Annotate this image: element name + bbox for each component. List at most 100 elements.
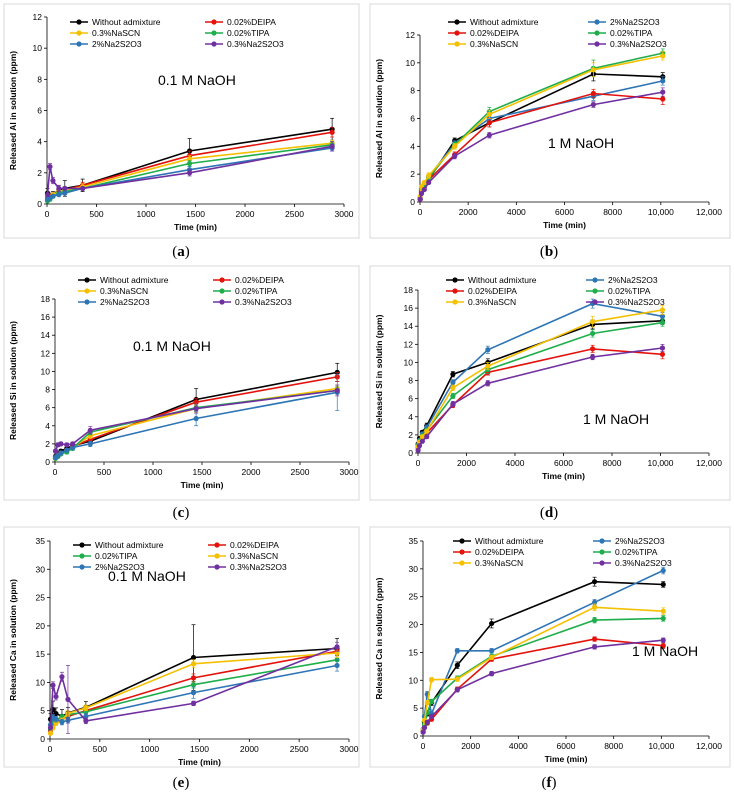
legend-marker	[76, 30, 82, 36]
x-tick-label: 3000	[340, 467, 359, 477]
legend-label: 0.02%DEIPA	[227, 17, 276, 27]
y-tick-label: 4	[37, 137, 42, 147]
y-tick-label: 10	[36, 677, 46, 687]
data-point	[590, 354, 596, 360]
legend-marker	[211, 41, 217, 47]
legend-label: 0.02%DEIPA	[475, 547, 524, 557]
data-point	[59, 719, 65, 725]
legend-label: 0.02%DEIPA	[468, 286, 517, 296]
legend-label: 0.3%Na2S2O3	[615, 558, 672, 568]
y-tick-label: 10	[406, 58, 416, 68]
legend-marker	[592, 299, 598, 305]
data-point	[416, 443, 423, 449]
x-tick-label: 3000	[335, 209, 354, 219]
panel-frame	[369, 3, 731, 239]
legend-marker	[592, 277, 598, 283]
x-axis-title: Time (min)	[181, 480, 224, 490]
legend-label: 0.3%Na2S2O3	[235, 297, 292, 307]
x-tick-label: 10,000	[648, 207, 674, 217]
data-point	[489, 671, 495, 677]
y-tick-label: 0	[45, 457, 50, 467]
legend-marker	[459, 549, 465, 555]
legend-entry: 0.3%NaSCN	[446, 297, 516, 307]
legend-label: 0.02%TIPA	[610, 28, 653, 38]
legend-entry: 0.02%TIPA	[205, 28, 270, 38]
data-point	[660, 53, 666, 59]
legend-entry: 0.02%DEIPA	[448, 28, 519, 38]
y-axis-title: Released Al in solution (ppm)	[8, 51, 18, 170]
data-point	[58, 441, 64, 447]
legend-marker	[79, 564, 85, 570]
x-axis-title: Time (min)	[545, 754, 588, 764]
legend-label: 0.3%NaSCN	[92, 28, 140, 38]
legend-entry: 2%Na2S2O3	[78, 297, 150, 307]
data-point	[426, 172, 432, 179]
y-tick-label: 4	[410, 141, 415, 151]
x-axis-title: Time (min)	[174, 222, 217, 232]
legend-label: 0.02%TIPA	[227, 28, 270, 38]
data-point	[59, 674, 65, 680]
legend-marker	[459, 560, 465, 566]
panel-frame	[369, 265, 731, 501]
y-tick-label: 10	[404, 357, 414, 367]
x-tick-label: 500	[93, 744, 107, 754]
data-point	[65, 696, 71, 703]
data-point	[485, 380, 491, 386]
panel-caption: (c)	[173, 505, 190, 521]
data-point	[190, 682, 197, 688]
legend-entry: 0.02%TIPA	[588, 28, 653, 38]
y-tick-label: 6	[410, 114, 415, 124]
legend-entry: Without admixture	[78, 275, 169, 285]
data-point	[190, 661, 197, 667]
legend-marker	[214, 553, 220, 559]
data-point	[485, 347, 491, 353]
y-tick-label: 10	[41, 366, 51, 376]
legend-entry: 0.02%TIPA	[213, 286, 278, 296]
legend-entry: 0.02%DEIPA	[213, 275, 284, 285]
legend-label: 0.02%DEIPA	[470, 28, 519, 38]
y-tick-label: 25	[36, 593, 46, 603]
legend-marker	[599, 538, 605, 544]
data-point	[417, 196, 423, 202]
x-tick-label: 4000	[509, 741, 528, 751]
data-point	[50, 193, 56, 199]
data-point	[186, 170, 193, 176]
panel-frame	[3, 526, 360, 768]
data-point	[450, 385, 456, 391]
data-point	[193, 399, 199, 405]
data-point	[660, 608, 666, 614]
data-point	[659, 307, 666, 313]
legend-entry: 2%Na2S2O3	[588, 17, 660, 27]
x-tick-label: 10,000	[648, 458, 674, 468]
legend-label: 0.02%DEIPA	[230, 540, 279, 550]
legend-entry: 0.3%Na2S2O3	[586, 297, 665, 307]
y-tick-label: 4	[408, 412, 413, 422]
data-point	[660, 581, 666, 588]
legend-entry: Without admixture	[448, 17, 539, 27]
legend-label: 0.3%Na2S2O3	[608, 297, 665, 307]
y-tick-label: 0	[37, 199, 42, 209]
data-point	[592, 617, 598, 623]
legend-marker	[76, 41, 82, 47]
data-point	[419, 438, 425, 444]
data-point	[50, 178, 56, 184]
x-tick-label: 0	[45, 209, 50, 219]
data-point	[421, 725, 428, 731]
data-point	[454, 648, 460, 654]
y-axis-title: Released Si in solution (ppm)	[8, 321, 18, 440]
legend-label: 0.3%NaSCN	[475, 558, 523, 568]
data-point	[590, 101, 597, 108]
data-point	[83, 705, 89, 711]
data-point	[334, 650, 340, 656]
legend-entry: Without admixture	[446, 275, 537, 285]
data-point	[659, 351, 666, 357]
data-point	[47, 725, 54, 731]
legend-entry: 0.3%NaSCN	[208, 551, 278, 561]
data-point	[329, 143, 335, 149]
data-point	[58, 450, 64, 456]
x-tick-label: 2000	[240, 744, 259, 754]
data-point	[70, 444, 76, 451]
data-point	[450, 371, 456, 377]
data-point	[660, 567, 666, 574]
